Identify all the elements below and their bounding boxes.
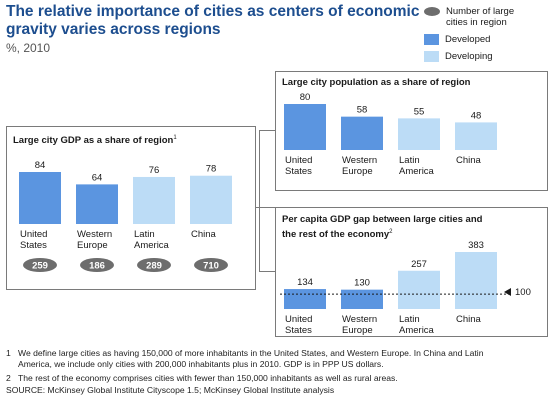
footnote-1-line2: America, we include only cities with 200… — [18, 359, 384, 369]
bar-0 — [284, 289, 326, 309]
panel-population-share-title: Large city population as a share of regi… — [282, 77, 471, 88]
category-label-2-0: Latin — [399, 155, 420, 166]
bar-0 — [284, 104, 326, 150]
panel-gdp-share-title: Large city GDP as a share of region1 — [13, 132, 177, 147]
page-title: The relative importance of cities as cen… — [6, 3, 420, 38]
category-label-3-0: China — [456, 314, 482, 325]
data-label-2: 55 — [414, 106, 425, 117]
count-label-1: 186 — [89, 261, 105, 272]
count-label-2: 289 — [146, 261, 162, 272]
panel-gdp-share-title-text: Large city GDP as a share of region — [13, 135, 174, 147]
bar-2 — [133, 176, 175, 224]
category-label-2-1: America — [399, 166, 435, 177]
connector-bottom-branch — [259, 271, 275, 272]
category-label-2-0: Latin — [399, 314, 420, 325]
category-label-3-0: China — [456, 155, 482, 166]
data-label-3: 383 — [468, 240, 484, 251]
category-label-0-0: United — [20, 229, 47, 240]
panel-gdp-gap: Per capita GDP gap between large cities … — [275, 207, 548, 337]
panel-gdp-share: Large city GDP as a share of region1 84 U… — [6, 126, 256, 290]
legend-count-label: Number of large cities in region — [446, 6, 515, 28]
category-label-3-0: China — [191, 229, 217, 240]
footnote-1-line1: We define large cities as having 150,000… — [18, 348, 484, 358]
count-label-0: 259 — [32, 261, 48, 272]
legend-item-count: Number of large cities in region — [424, 6, 538, 28]
source-note: SOURCE: McKinsey Global Institute Citysc… — [6, 385, 335, 395]
bar-0 — [19, 172, 61, 224]
data-label-3: 48 — [471, 110, 482, 121]
developed-swatch-icon — [424, 34, 439, 45]
data-label-0: 84 — [35, 160, 46, 171]
category-label-0-1: States — [285, 166, 312, 177]
bar-2 — [398, 270, 440, 309]
category-label-1-1: Europe — [77, 240, 108, 251]
bar-3 — [190, 175, 232, 224]
category-label-2-1: America — [399, 325, 435, 336]
category-label-0-0: United — [285, 314, 312, 325]
category-label-1-0: Western — [342, 155, 377, 166]
data-label-1: 130 — [354, 278, 370, 289]
count-label-3: 710 — [203, 261, 219, 272]
bar-1 — [341, 116, 383, 150]
data-label-0: 80 — [300, 92, 311, 103]
category-label-1-0: Western — [342, 314, 377, 325]
connector-horizontal — [255, 207, 275, 208]
reference-line-label: 100 — [504, 287, 531, 298]
data-label-2: 257 — [411, 259, 427, 270]
connector-top-branch — [259, 130, 275, 131]
panel-gdp-gap-title-footnote: 2 — [389, 229, 393, 235]
bar-1 — [341, 289, 383, 309]
category-label-1-1: Europe — [342, 166, 373, 177]
connector-vertical — [259, 130, 260, 272]
legend-developing-label: Developing — [445, 51, 493, 62]
count-oval-2 — [137, 258, 171, 272]
data-label-0: 134 — [297, 277, 313, 288]
category-label-0-1: States — [285, 325, 312, 336]
category-label-2-0: Latin — [134, 229, 155, 240]
panel-gdp-gap-title-line1: Per capita GDP gap between large cities … — [282, 214, 483, 225]
reference-line-value: 100 — [515, 287, 531, 298]
developing-swatch-icon — [424, 51, 439, 62]
bar-3 — [455, 122, 497, 150]
panel-population-share: Large city population as a share of regi… — [275, 71, 548, 191]
count-oval-0 — [23, 258, 57, 272]
footnote-2: 2 The rest of the economy comprises citie… — [6, 373, 398, 384]
footnote-2-text: The rest of the economy comprises cities… — [18, 373, 398, 383]
count-oval-1 — [80, 258, 114, 272]
data-label-1: 64 — [92, 172, 103, 183]
panel-gdp-gap-title-line2-text: the rest of the economy — [282, 229, 390, 241]
category-label-0-0: United — [285, 155, 312, 166]
data-label-2: 76 — [149, 165, 160, 176]
arrow-left-icon — [504, 288, 511, 296]
panel-gdp-gap-title-line2: the rest of the economy2 — [282, 226, 482, 241]
legend-item-developed: Developed — [424, 34, 490, 45]
category-label-2-1: America — [134, 240, 170, 251]
legend-developed-label: Developed — [445, 34, 491, 45]
data-label-1: 58 — [357, 105, 368, 116]
count-oval-3 — [194, 258, 228, 272]
data-label-3: 78 — [206, 164, 217, 175]
count-oval-icon — [424, 7, 440, 16]
legend-item-developing: Developing — [424, 51, 493, 62]
footnote-1-number: 1 — [6, 348, 11, 358]
category-label-1-1: Europe — [342, 325, 373, 336]
panel-gdp-share-title-footnote: 1 — [173, 135, 177, 141]
page-subtitle: %, 2010 — [6, 41, 51, 55]
footnote-2-number: 2 — [6, 373, 11, 383]
panel-gdp-gap-title: Per capita GDP gap between large cities … — [282, 214, 482, 241]
bar-1 — [76, 184, 118, 224]
bar-3 — [455, 252, 497, 309]
bar-2 — [398, 118, 440, 150]
category-label-1-0: Western — [77, 229, 112, 240]
category-label-0-1: States — [20, 240, 47, 251]
footnote-1: 1 We define large cities as having 150,00… — [6, 348, 483, 370]
